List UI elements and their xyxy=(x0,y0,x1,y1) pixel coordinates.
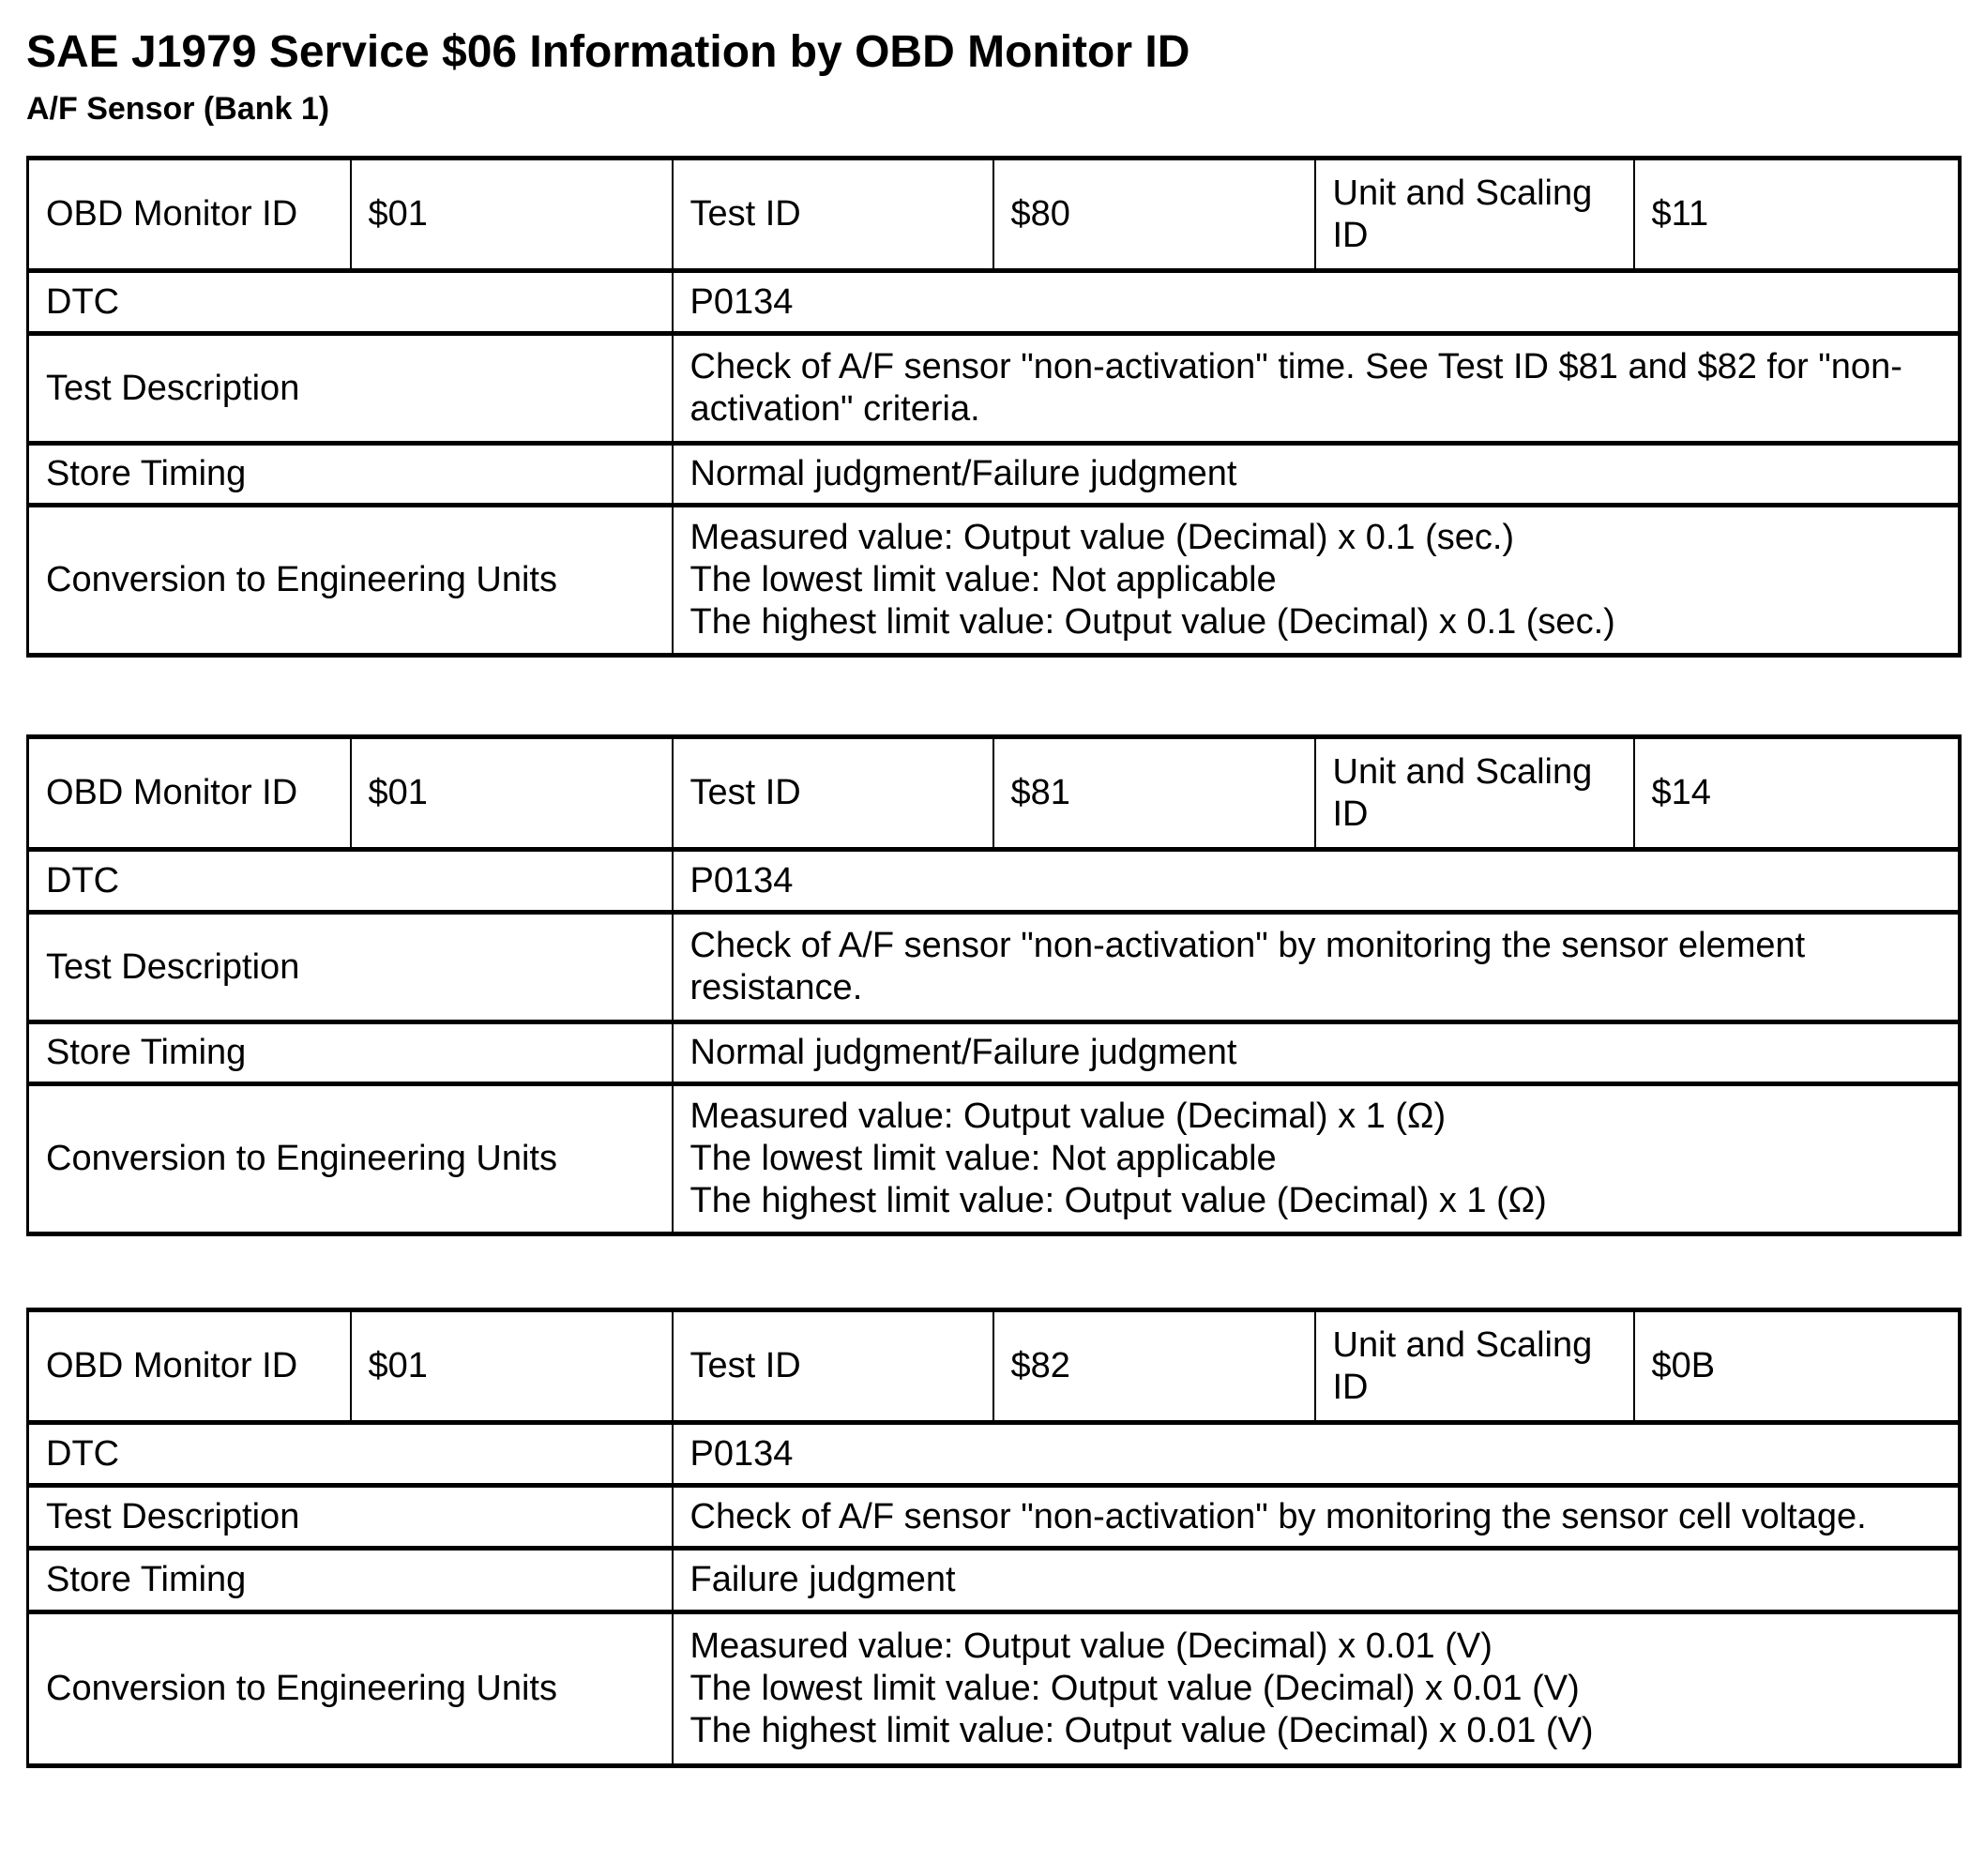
test-id-label: Test ID xyxy=(671,156,994,274)
dtc-value: P0134 xyxy=(671,268,1961,337)
table-row: Test Description Check of A/F sensor "no… xyxy=(26,1483,1961,1551)
test-description-label: Test Description xyxy=(26,331,674,446)
table-row: Store Timing Failure judgment xyxy=(26,1546,1961,1615)
conversion-value: Measured value: Output value (Decimal) x… xyxy=(671,1610,1961,1769)
dtc-label: DTC xyxy=(26,268,674,337)
obd-monitor-id-value: $01 xyxy=(349,734,674,853)
test-description-value: Check of A/F sensor "non-activation" tim… xyxy=(671,331,1961,446)
unit-scaling-id-label-text: Unit and Scaling ID xyxy=(1332,173,1593,255)
test-description-value: Check of A/F sensor "non-activation" by … xyxy=(671,910,1961,1025)
table-row: Test Description Check of A/F sensor "no… xyxy=(26,331,1961,446)
test-id-label: Test ID xyxy=(671,1308,994,1426)
conversion-measured-value-line: Measured value: Output value (Decimal) x… xyxy=(689,1097,1447,1137)
test-id-value: $80 xyxy=(992,156,1316,274)
obd-monitor-id-label: OBD Monitor ID xyxy=(26,1308,352,1426)
page-subtitle: A/F Sensor (Bank 1) xyxy=(26,91,330,128)
obd-monitor-table-test-81: OBD Monitor ID $01 Test ID $81 Unit and … xyxy=(26,734,1962,1237)
conversion-label: Conversion to Engineering Units xyxy=(26,503,674,658)
conversion-measured-value-line: Measured value: Output value (Decimal) x… xyxy=(689,518,1515,558)
dtc-value: P0134 xyxy=(671,847,1961,915)
unit-scaling-id-label-text: Unit and Scaling ID xyxy=(1332,1324,1593,1407)
table-row: OBD Monitor ID $01 Test ID $82 Unit and … xyxy=(26,1308,1961,1426)
unit-scaling-id-value: $14 xyxy=(1632,734,1961,853)
table-row: Conversion to Engineering Units Measured… xyxy=(26,1610,1961,1769)
table-row: DTC P0134 xyxy=(26,847,1961,915)
store-timing-value: Normal judgment/Failure judgment xyxy=(671,441,1961,508)
store-timing-label: Store Timing xyxy=(26,1020,674,1087)
test-id-label: Test ID xyxy=(671,734,994,853)
page-title: SAE J1979 Service $06 Information by OBD… xyxy=(26,27,1190,77)
unit-scaling-id-label: Unit and Scaling ID xyxy=(1313,734,1635,853)
obd-monitor-id-value: $01 xyxy=(349,156,674,274)
test-description-label: Test Description xyxy=(26,1483,674,1551)
table-row: Store Timing Normal judgment/Failure jud… xyxy=(26,1020,1961,1087)
conversion-lowest-limit-line: The lowest limit value: Output value (De… xyxy=(689,1669,1580,1709)
test-description-value: Check of A/F sensor "non-activation" by … xyxy=(671,1483,1961,1551)
obd-monitor-id-label: OBD Monitor ID xyxy=(26,156,352,274)
unit-scaling-id-value: $11 xyxy=(1632,156,1961,274)
unit-scaling-id-label: Unit and Scaling ID xyxy=(1313,156,1635,274)
conversion-label: Conversion to Engineering Units xyxy=(26,1082,674,1237)
store-timing-value: Normal judgment/Failure judgment xyxy=(671,1020,1961,1087)
obd-monitor-id-label: OBD Monitor ID xyxy=(26,734,352,853)
obd-monitor-table-test-82: OBD Monitor ID $01 Test ID $82 Unit and … xyxy=(26,1308,1962,1769)
obd-monitor-id-value: $01 xyxy=(349,1308,674,1426)
conversion-highest-limit-line: The highest limit value: Output value (D… xyxy=(689,1711,1594,1751)
conversion-lowest-limit-line: The lowest limit value: Not applicable xyxy=(689,560,1277,600)
dtc-value: P0134 xyxy=(671,1420,1961,1489)
conversion-measured-value-line: Measured value: Output value (Decimal) x… xyxy=(689,1626,1493,1667)
table-row: Conversion to Engineering Units Measured… xyxy=(26,503,1961,658)
conversion-highest-limit-line: The highest limit value: Output value (D… xyxy=(689,602,1615,643)
dtc-label: DTC xyxy=(26,847,674,915)
obd-monitor-table-test-80: OBD Monitor ID $01 Test ID $80 Unit and … xyxy=(26,156,1962,658)
conversion-value: Measured value: Output value (Decimal) x… xyxy=(671,503,1961,658)
table-row: DTC P0134 xyxy=(26,268,1961,337)
unit-scaling-id-label-text: Unit and Scaling ID xyxy=(1332,751,1593,834)
conversion-lowest-limit-line: The lowest limit value: Not applicable xyxy=(689,1139,1277,1179)
test-description-label: Test Description xyxy=(26,910,674,1025)
dtc-label: DTC xyxy=(26,1420,674,1489)
test-id-value: $82 xyxy=(992,1308,1316,1426)
table-row: OBD Monitor ID $01 Test ID $80 Unit and … xyxy=(26,156,1961,274)
store-timing-label: Store Timing xyxy=(26,1546,674,1615)
conversion-value: Measured value: Output value (Decimal) x… xyxy=(671,1082,1961,1237)
store-timing-label: Store Timing xyxy=(26,441,674,508)
store-timing-value: Failure judgment xyxy=(671,1546,1961,1615)
table-row: DTC P0134 xyxy=(26,1420,1961,1489)
table-row: OBD Monitor ID $01 Test ID $81 Unit and … xyxy=(26,734,1961,853)
table-row: Store Timing Normal judgment/Failure jud… xyxy=(26,441,1961,508)
conversion-highest-limit-line: The highest limit value: Output value (D… xyxy=(689,1181,1547,1221)
table-row: Test Description Check of A/F sensor "no… xyxy=(26,910,1961,1025)
conversion-label: Conversion to Engineering Units xyxy=(26,1610,674,1769)
test-id-value: $81 xyxy=(992,734,1316,853)
unit-scaling-id-label: Unit and Scaling ID xyxy=(1313,1308,1635,1426)
unit-scaling-id-value: $0B xyxy=(1632,1308,1961,1426)
table-row: Conversion to Engineering Units Measured… xyxy=(26,1082,1961,1237)
